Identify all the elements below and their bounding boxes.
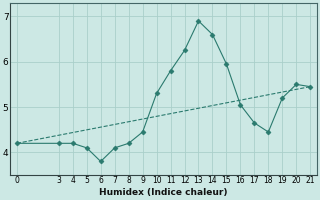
X-axis label: Humidex (Indice chaleur): Humidex (Indice chaleur): [99, 188, 228, 197]
